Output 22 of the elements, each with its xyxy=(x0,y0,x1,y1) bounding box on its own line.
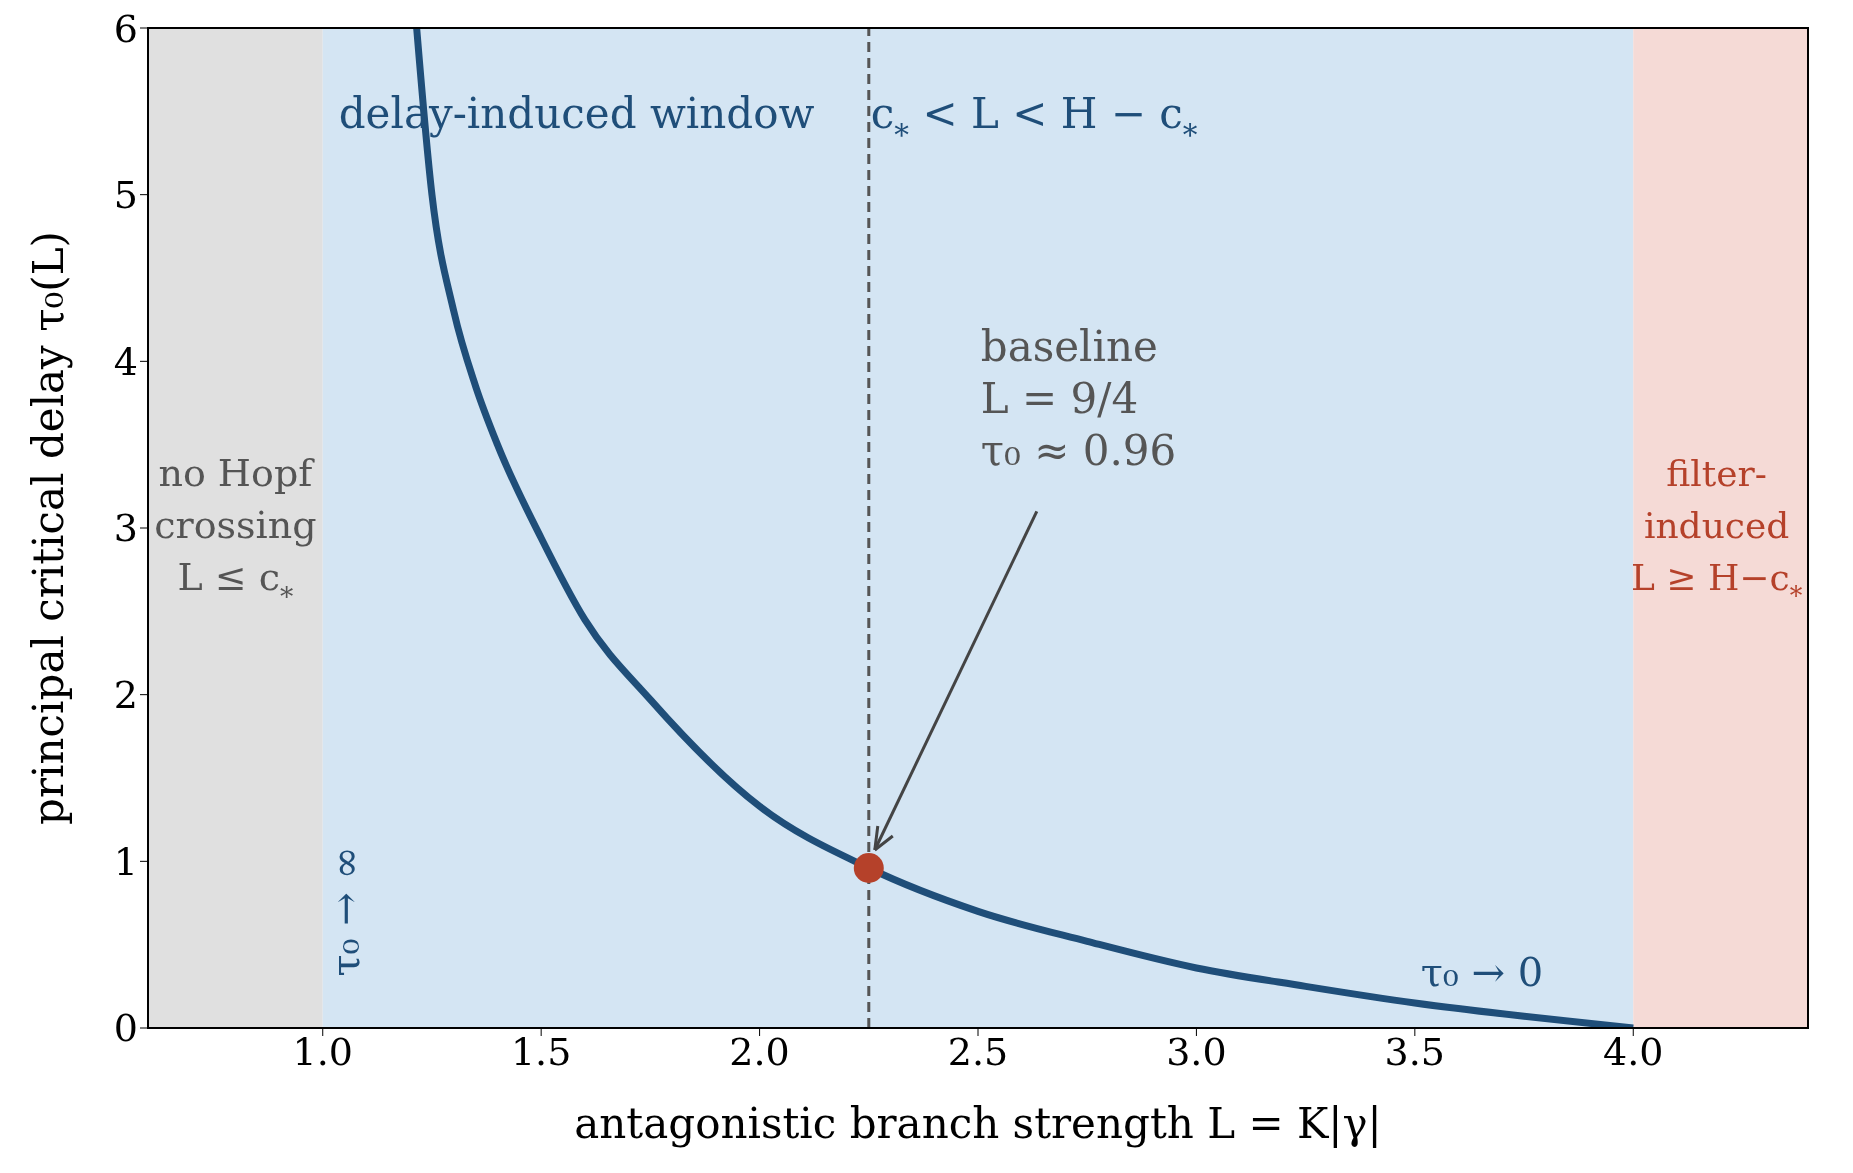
y-tick-label: 0 xyxy=(113,1006,138,1051)
ref-line-label: c$_{*}$ < L < H − c$_{*}$ xyxy=(870,89,1198,152)
y-tick-label: 1 xyxy=(113,839,138,884)
y-tick-label: 4 xyxy=(113,339,138,384)
x-tick-label: 3.5 xyxy=(1384,1029,1446,1074)
y-tick-label: 5 xyxy=(113,173,138,218)
x-axis-title: antagonistic branch strength L = K|γ| xyxy=(574,1099,1382,1148)
y-tick-label: 6 xyxy=(113,6,138,51)
x-tick-label: 2.0 xyxy=(729,1029,790,1074)
y-tick-label: 3 xyxy=(113,506,138,551)
x-tick-label: 2.5 xyxy=(947,1029,1009,1074)
x-tick-label: 3.0 xyxy=(1166,1029,1227,1074)
band-label: filter- induced L ≥ H−c$_{*}$ xyxy=(1630,453,1803,611)
annotation: τ₀ → ∞ xyxy=(321,846,368,977)
x-tick-label: 1.0 xyxy=(292,1029,353,1074)
annotation: baseline L = 9/4 τ₀ ≈ 0.96 xyxy=(980,322,1177,476)
y-axis-title: principal critical delay τ₀(L) xyxy=(23,231,73,825)
x-tick-label: 4.0 xyxy=(1603,1029,1664,1074)
x-tick-label: 1.5 xyxy=(510,1029,572,1074)
band-label: no Hopf crossing L ≤ c$_{*}$ xyxy=(154,451,317,612)
annotation: τ₀ → 0 xyxy=(1420,949,1544,995)
y-tick-label: 2 xyxy=(113,673,138,718)
